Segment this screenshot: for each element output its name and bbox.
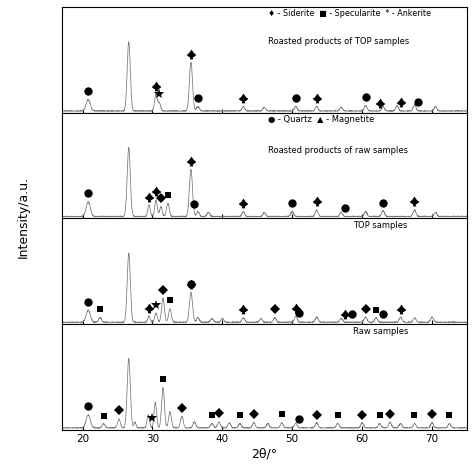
Text: Intensity/a.u.: Intensity/a.u. bbox=[17, 176, 29, 258]
Text: Roasted products of raw samples: Roasted products of raw samples bbox=[268, 146, 408, 155]
X-axis label: 2θ/°: 2θ/° bbox=[251, 447, 277, 460]
Text: ♦ - Siderite  ■ - Specularite  * - Ankerite: ♦ - Siderite ■ - Specularite * - Ankerit… bbox=[268, 9, 431, 18]
Text: ● - Quartz  ▲ - Magnetite: ● - Quartz ▲ - Magnetite bbox=[268, 115, 374, 124]
Text: Raw samples: Raw samples bbox=[354, 327, 409, 336]
Text: TOP samples: TOP samples bbox=[354, 221, 408, 230]
Text: Roasted products of TOP samples: Roasted products of TOP samples bbox=[268, 37, 410, 46]
